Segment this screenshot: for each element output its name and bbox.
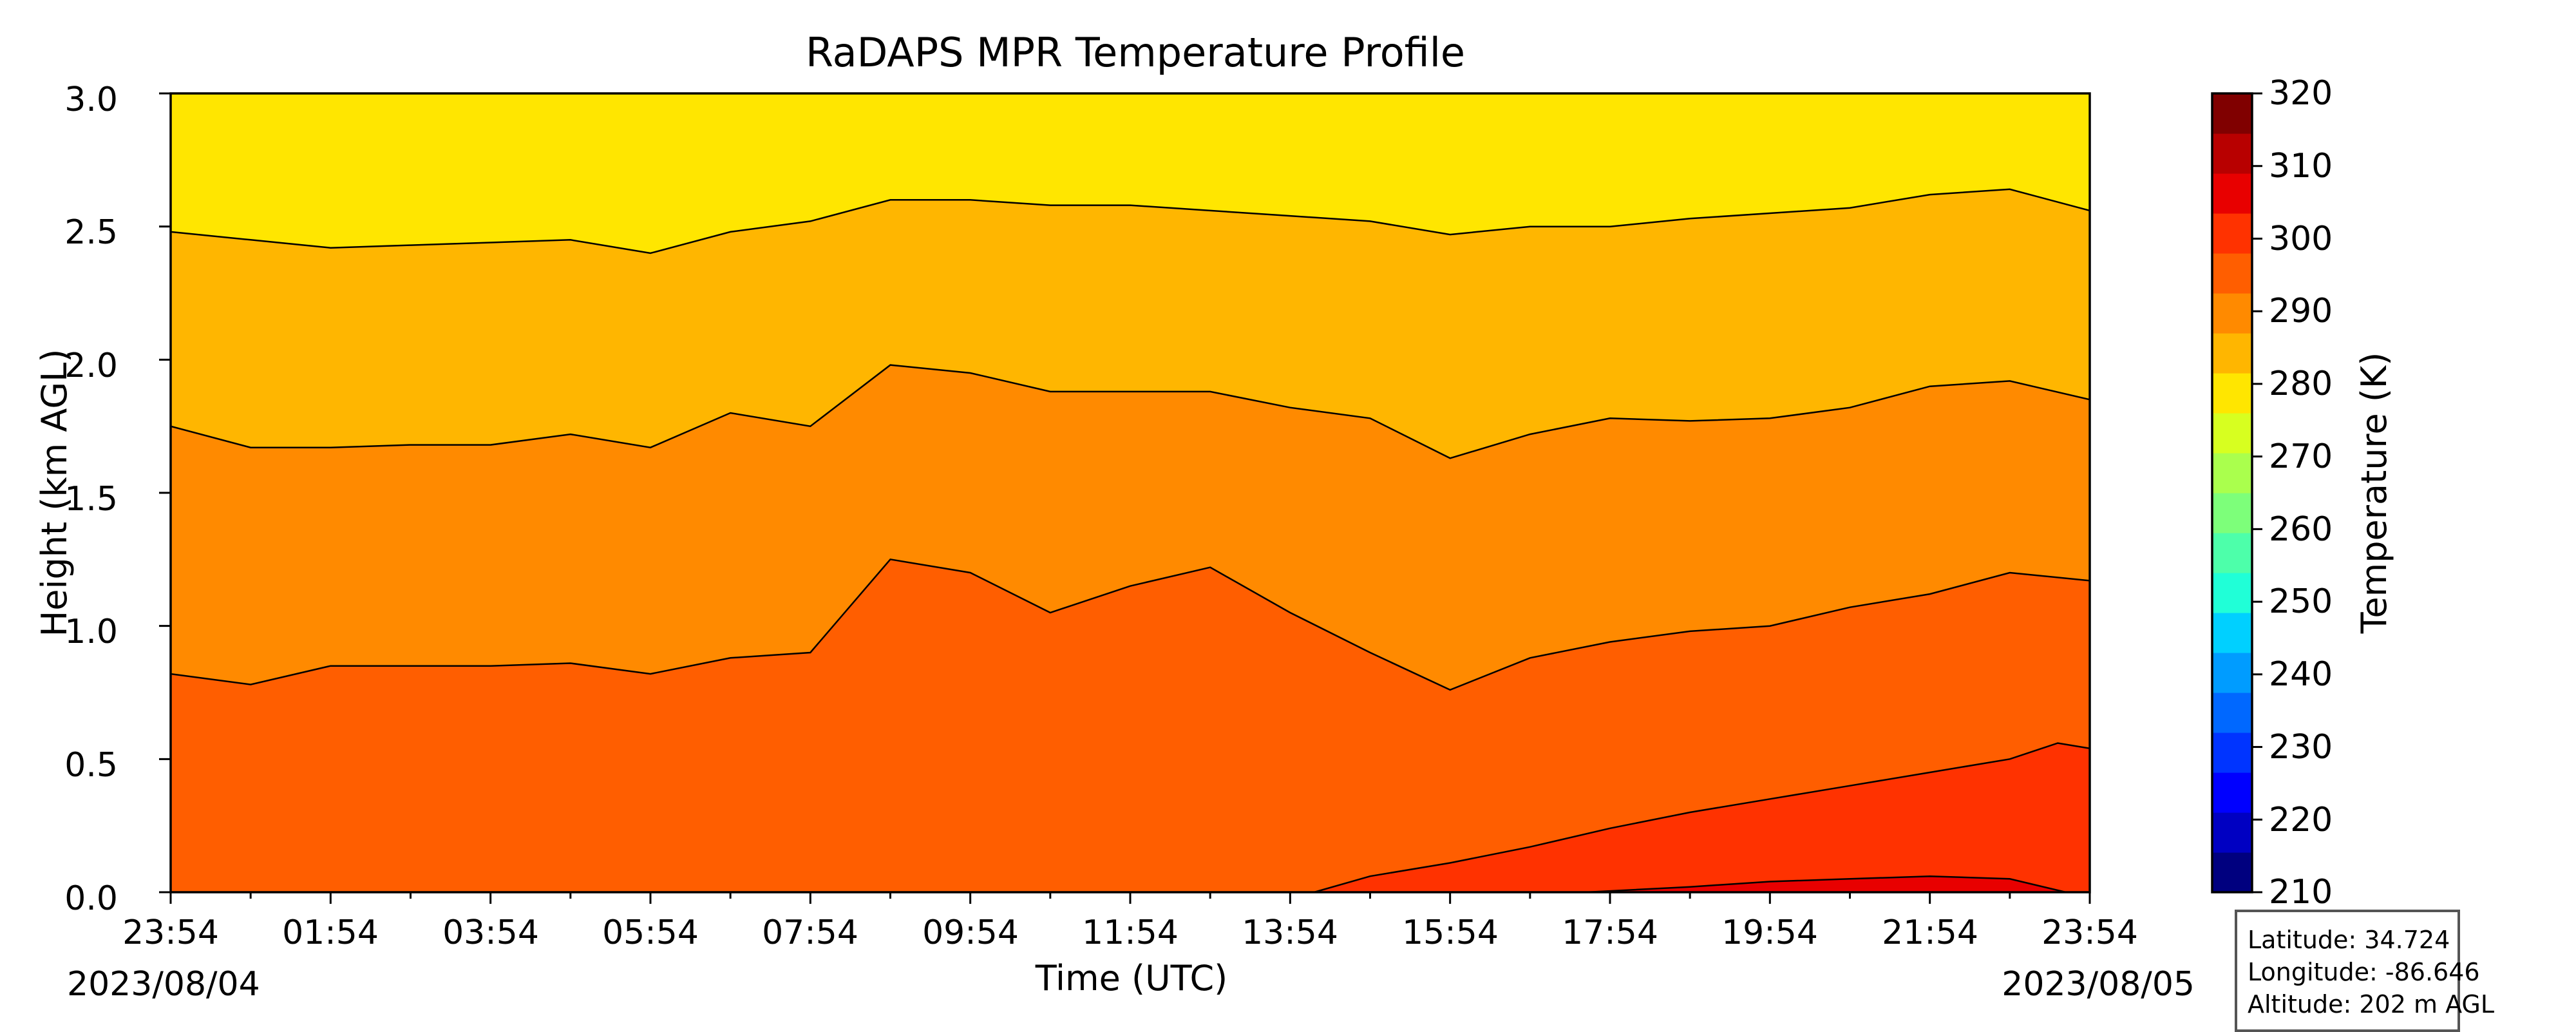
y-tick-label-2: 1.0: [64, 613, 118, 651]
x-tick-label-0: 23:54: [122, 913, 219, 952]
colorbar-segment: [2212, 573, 2252, 613]
colorbar-tick-label-6: 270: [2269, 437, 2333, 476]
colorbar-segment: [2212, 333, 2252, 374]
start-date-label: 2023/08/04: [67, 965, 260, 1004]
colorbar-segment: [2212, 293, 2252, 334]
x-tick-label-3: 05:54: [602, 913, 699, 952]
colorbar-segment: [2212, 253, 2252, 294]
colorbar-tick-label-4: 250: [2269, 582, 2333, 621]
longitude-text: Longitude: -86.646: [2248, 958, 2480, 986]
colorbar: [2212, 93, 2252, 893]
contour-line-300: [1314, 742, 2090, 892]
colorbar-tick-label-9: 300: [2269, 220, 2333, 258]
band-fill-305: [1586, 876, 2066, 892]
colorbar-segment: [2212, 812, 2252, 853]
contour-line-305: [1586, 875, 2067, 892]
colorbar-segment: [2212, 373, 2252, 414]
colorbar-frame: [2211, 92, 2253, 893]
colorbar-tick-label-8: 290: [2269, 292, 2333, 330]
colorbar-tick-label-0: 210: [2269, 873, 2333, 912]
station-info-box: Latitude: 34.724 Longitude: -86.646 Alti…: [2235, 910, 2495, 1032]
y-tick-label-6: 3.0: [64, 81, 118, 119]
x-tick-label-12: 23:54: [2041, 913, 2138, 952]
colorbar-label: Temperature (K): [2354, 352, 2394, 635]
x-tick-label-2: 03:54: [442, 913, 539, 952]
y-axis-label: Height (km AGL): [34, 349, 75, 637]
colorbar-segment: [2212, 213, 2252, 254]
end-date-label: 2023/08/05: [2002, 965, 2195, 1004]
colorbar-segment: [2212, 732, 2252, 773]
y-tick-label-1: 0.5: [64, 746, 118, 785]
contour-line-295: [171, 558, 2090, 691]
colorbar-ticks: [2252, 92, 2262, 893]
x-axis-label: Time (UTC): [1035, 958, 1228, 999]
x-tick-label-1: 01:54: [282, 913, 379, 952]
x-tick-label-10: 19:54: [1721, 913, 1818, 952]
x-tick-label-7: 13:54: [1242, 913, 1338, 952]
y-tick-label-0: 0.0: [64, 879, 118, 918]
colorbar-tick-label-1: 220: [2269, 801, 2333, 839]
chart-title: RaDAPS MPR Temperature Profile: [806, 29, 1465, 76]
colorbar-segment: [2212, 493, 2252, 533]
x-tick-label-11: 21:54: [1882, 913, 1978, 952]
colorbar-segment: [2212, 133, 2252, 174]
x-tick-label-8: 15:54: [1402, 913, 1499, 952]
colorbar-segment: [2212, 533, 2252, 573]
contour-line-290: [171, 364, 2090, 459]
x-tick-label-9: 17:54: [1562, 913, 1658, 952]
colorbar-tick-label-2: 230: [2269, 728, 2333, 767]
colorbar-segment: [2212, 173, 2252, 214]
colorbar-tick-label-11: 320: [2269, 74, 2333, 113]
altitude-text: Altitude: 202 m AGL: [2248, 990, 2495, 1018]
colorbar-tick-label-5: 260: [2269, 510, 2333, 549]
colorbar-segment: [2212, 772, 2252, 813]
colorbar-segment: [2212, 413, 2252, 454]
colorbar-segment: [2212, 453, 2252, 493]
colorbar-segment: [2212, 613, 2252, 653]
colorbar-segment: [2212, 693, 2252, 733]
y-tick-label-3: 1.5: [64, 480, 118, 519]
contour-line-285: [171, 188, 2090, 254]
latitude-text: Latitude: 34.724: [2248, 926, 2450, 954]
colorbar-segment: [2212, 653, 2252, 693]
colorbar-tick-label-3: 240: [2269, 655, 2333, 694]
band-fill-300: [1314, 743, 2090, 892]
colorbar-tick-label-10: 310: [2269, 147, 2333, 186]
x-tick-label-4: 07:54: [762, 913, 858, 952]
x-tick-label-6: 11:54: [1082, 913, 1179, 952]
temperature-fill-bands: [171, 93, 2090, 892]
colorbar-segment: [2212, 852, 2252, 893]
y-tick-label-4: 2.0: [64, 347, 118, 385]
x-tick-label-5: 09:54: [922, 913, 1019, 952]
y-axis-ticks: [159, 92, 171, 893]
colorbar-tick-label-7: 280: [2269, 365, 2333, 403]
x-axis-ticks: [169, 892, 2091, 904]
colorbar-segment: [2212, 93, 2252, 134]
contour-lines: [171, 188, 2090, 892]
y-tick-label-5: 2.5: [64, 213, 118, 252]
